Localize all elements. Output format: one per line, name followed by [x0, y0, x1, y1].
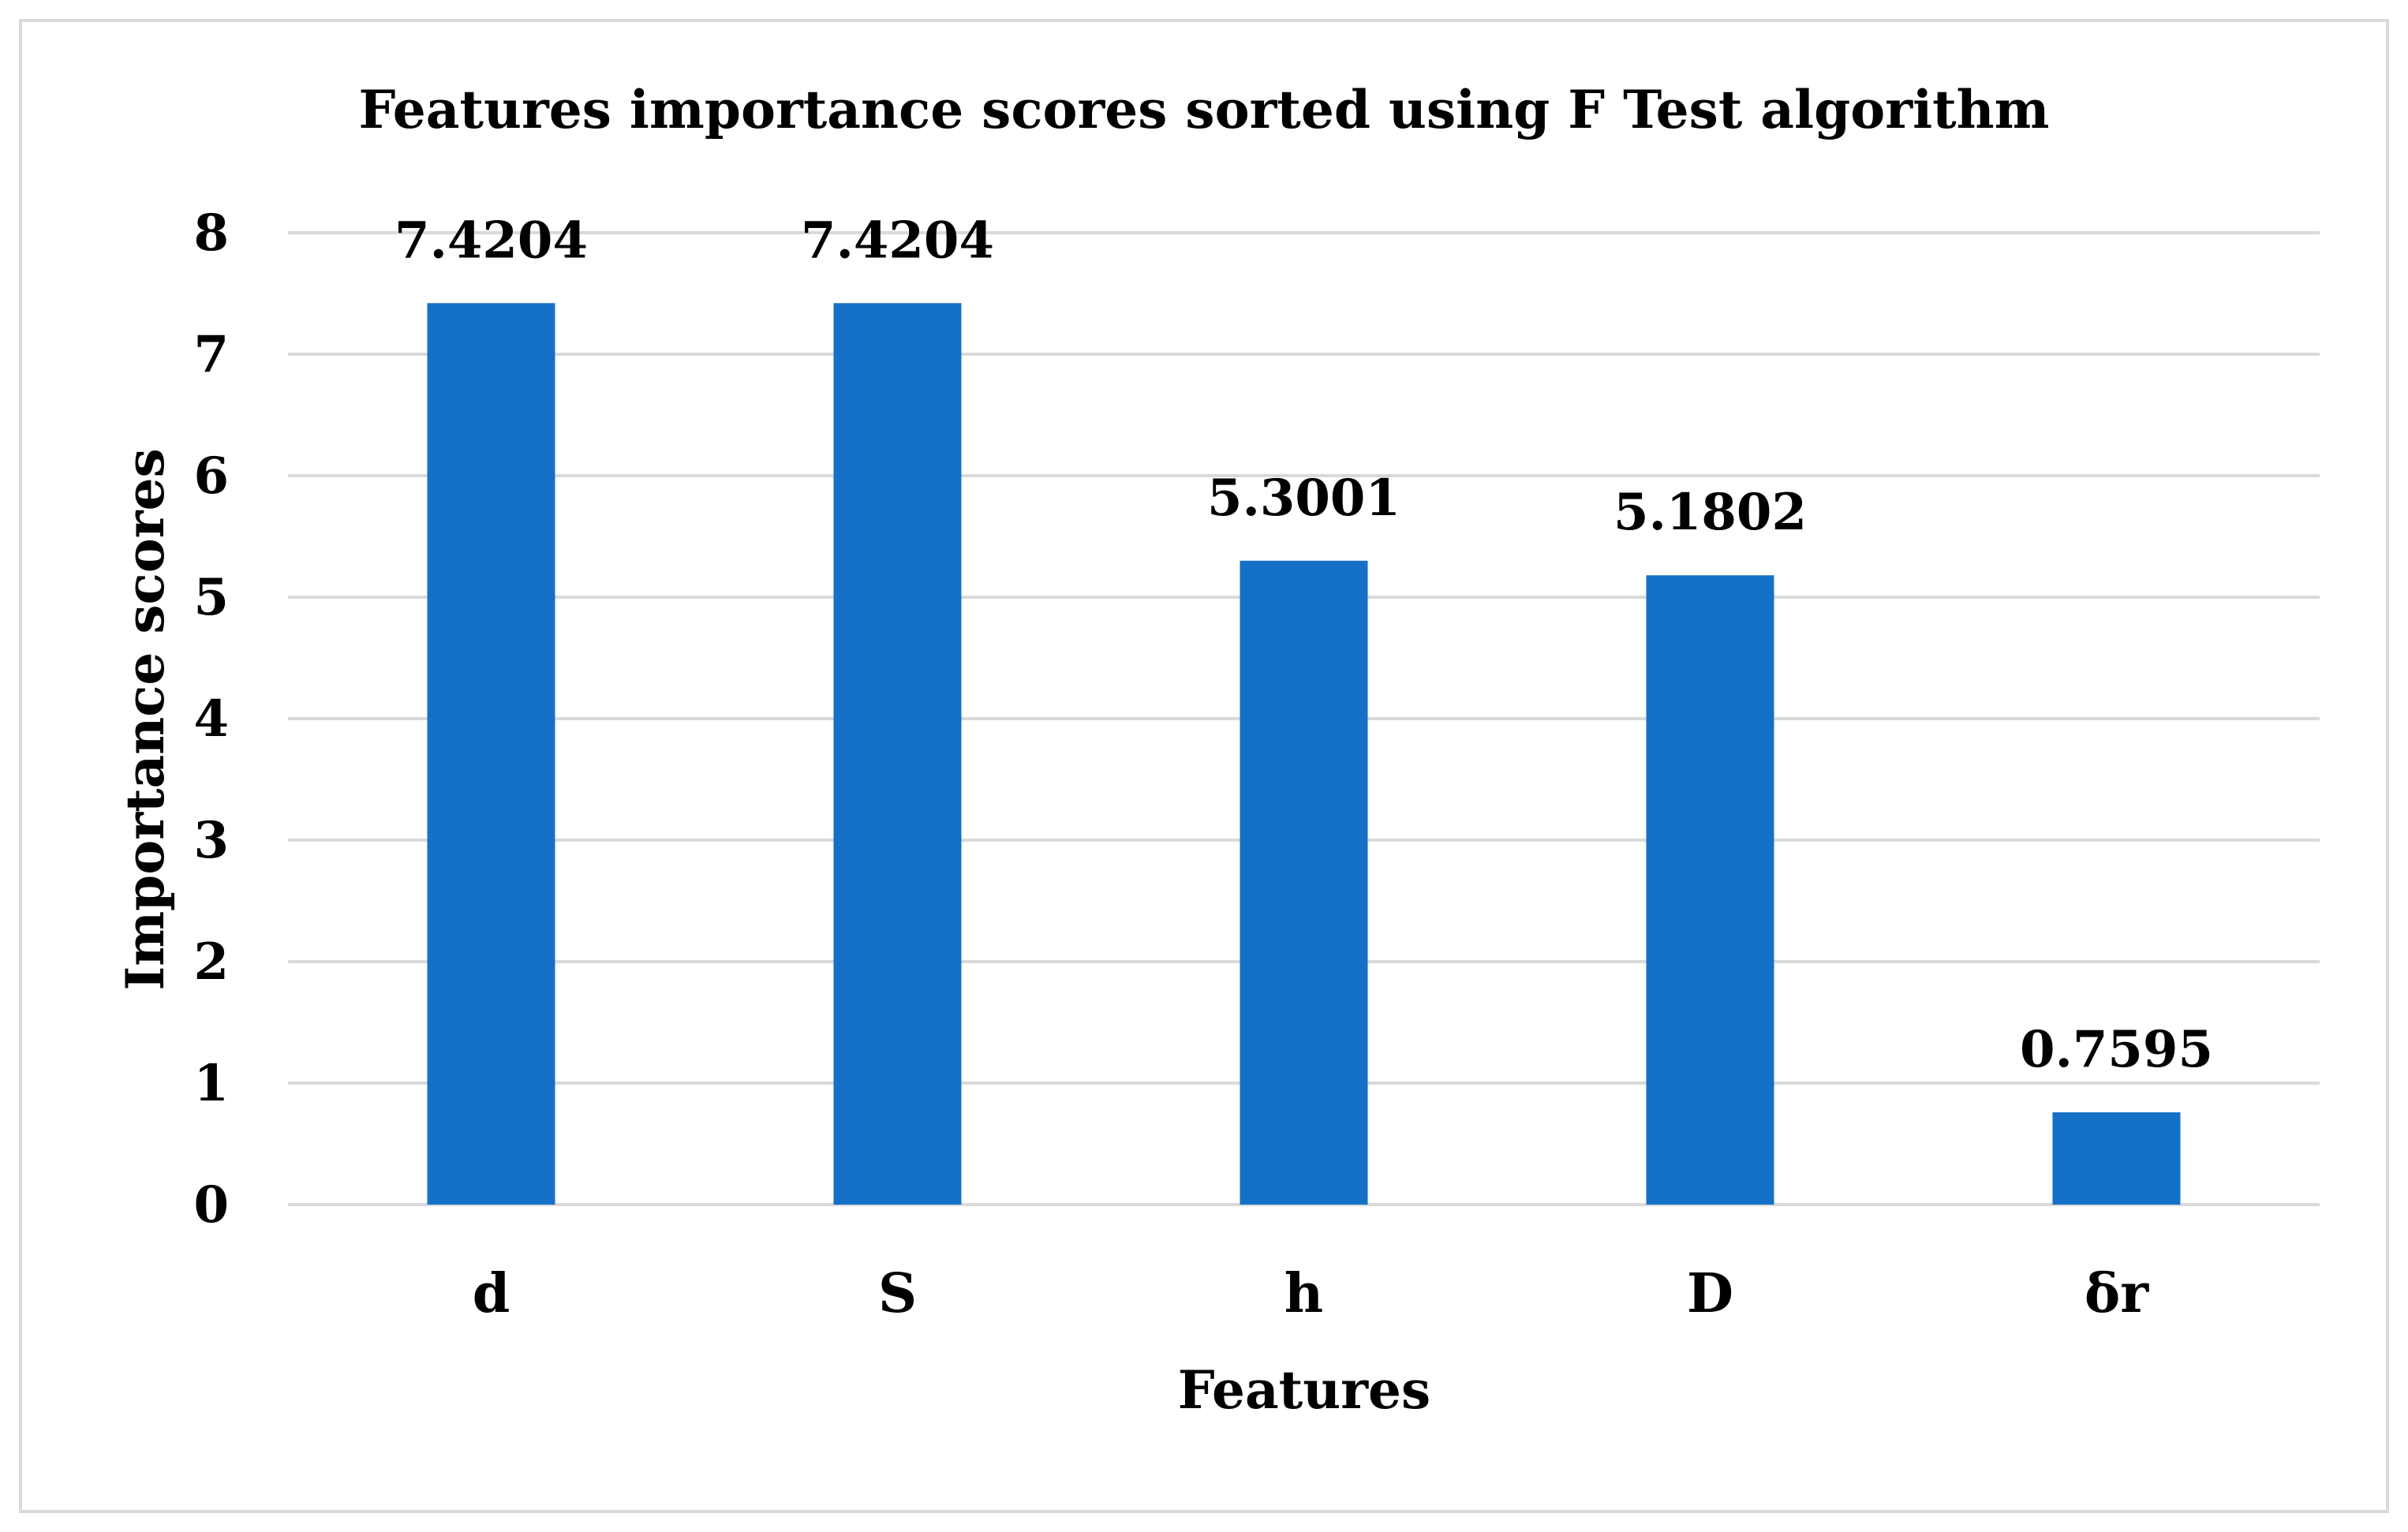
y-tick-label: 4 — [193, 689, 229, 749]
y-tick-label: 8 — [193, 204, 229, 263]
x-tick-label: d — [473, 1262, 510, 1325]
x-tick-label: h — [1284, 1262, 1323, 1325]
y-tick-label: 3 — [193, 811, 229, 870]
x-tick-label: S — [878, 1262, 917, 1325]
data-label: 7.4204 — [801, 211, 994, 270]
bar — [2052, 1112, 2181, 1205]
x-tick-label: D — [1687, 1262, 1733, 1325]
data-label: 0.7595 — [2020, 1020, 2213, 1079]
x-tick-label: δr — [2085, 1262, 2149, 1325]
x-axis-title: Features — [1178, 1359, 1430, 1421]
y-tick-label: 6 — [193, 447, 229, 506]
y-tick-label: 5 — [193, 568, 229, 627]
data-label: 7.4204 — [394, 211, 588, 270]
y-tick-label: 1 — [193, 1054, 229, 1113]
bar — [1240, 560, 1368, 1205]
chart-frame — [19, 19, 2389, 1513]
data-label: 5.1802 — [1613, 483, 1807, 542]
chart-title: Features importance scores sorted using … — [358, 79, 2050, 140]
y-tick-label: 2 — [193, 932, 229, 992]
data-label: 5.3001 — [1207, 469, 1400, 528]
y-tick-label: 0 — [193, 1175, 229, 1235]
bar — [427, 303, 555, 1205]
y-tick-label: 7 — [193, 325, 229, 384]
bar — [833, 303, 962, 1205]
bar — [1646, 575, 1774, 1205]
y-axis-title: Importance scores — [114, 448, 176, 990]
